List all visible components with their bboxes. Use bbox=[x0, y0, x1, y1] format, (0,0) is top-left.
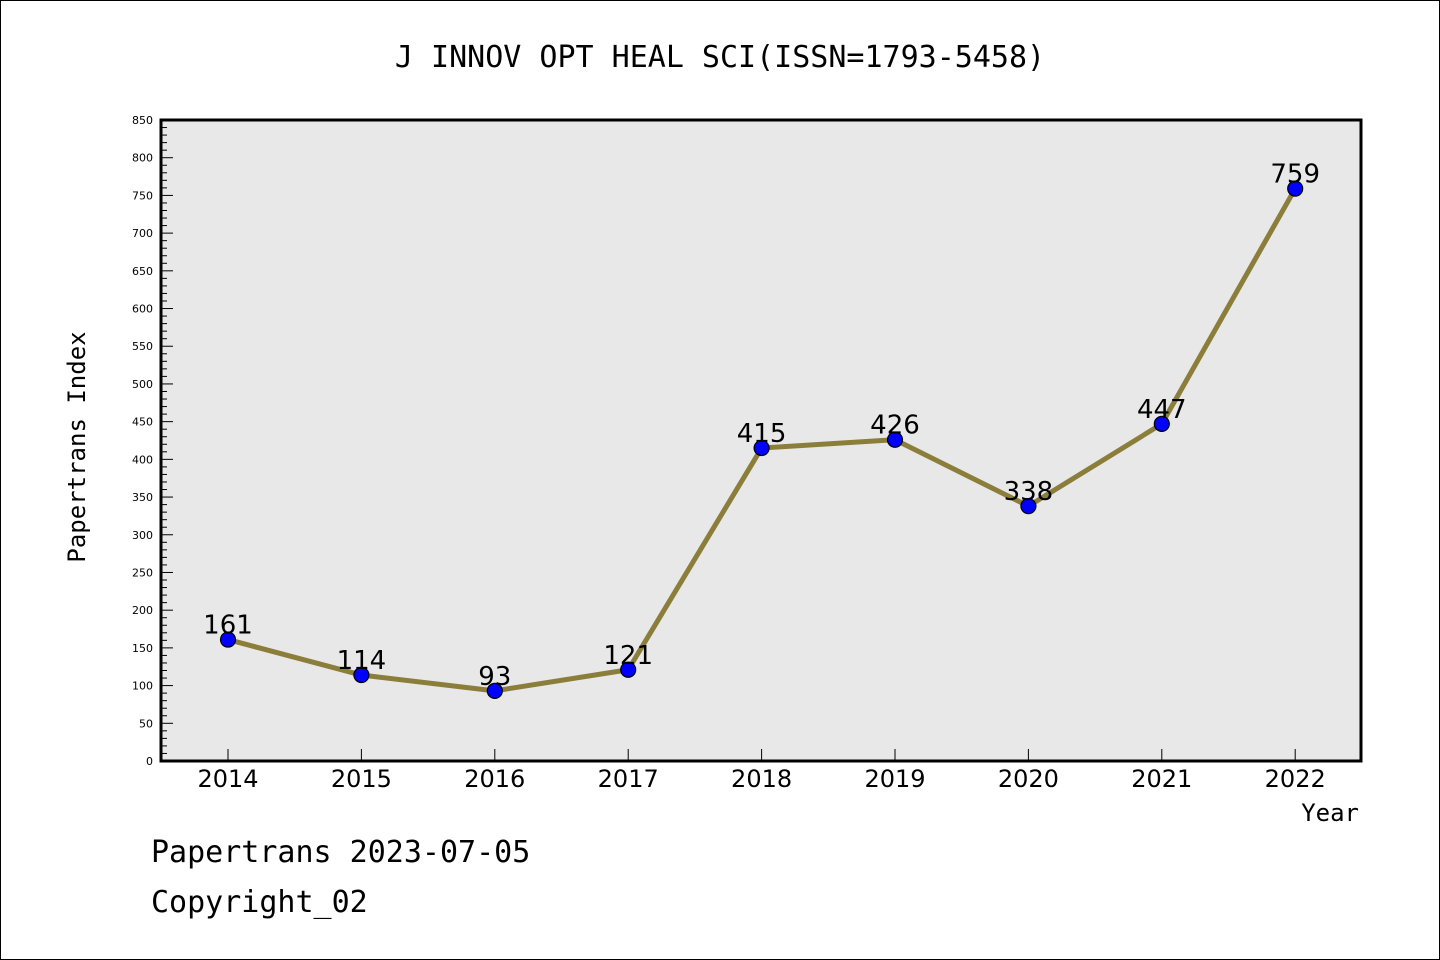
data-point bbox=[1287, 180, 1304, 197]
y-tick-label: 150 bbox=[132, 642, 153, 655]
data-label: 426 bbox=[870, 411, 920, 441]
y-tick-label: 550 bbox=[132, 340, 153, 353]
y-tick-label: 100 bbox=[132, 680, 153, 693]
x-tick-label: 2019 bbox=[864, 765, 925, 793]
footer-copyright: Copyright_02 bbox=[151, 885, 368, 920]
y-tick-label: 850 bbox=[132, 114, 153, 127]
y-tick-label: 750 bbox=[132, 189, 153, 202]
y-tick-label: 600 bbox=[132, 303, 153, 316]
x-tick-label: 2014 bbox=[197, 765, 258, 793]
data-label: 93 bbox=[478, 662, 511, 692]
x-axis-label: Year bbox=[1301, 799, 1359, 827]
series-group: 161 114 93 121 415 426 338 447 759 bbox=[203, 160, 1320, 699]
data-point bbox=[486, 682, 503, 699]
data-point bbox=[353, 666, 370, 684]
y-axis: 0 50 100 150 200 250 300 350 400 450 500 550 600 650 7… bbox=[132, 114, 173, 768]
y-tick-label: 250 bbox=[132, 566, 153, 579]
y-tick-label: 700 bbox=[132, 227, 153, 240]
y-tick-label: 200 bbox=[132, 604, 153, 617]
data-point bbox=[886, 431, 904, 448]
data-point bbox=[219, 631, 237, 648]
y-tick-label: 400 bbox=[132, 453, 153, 466]
data-point bbox=[1020, 498, 1037, 515]
y-tick-label: 450 bbox=[132, 416, 153, 429]
data-point bbox=[753, 439, 770, 457]
data-label: 161 bbox=[203, 611, 253, 641]
y-tick-label: 800 bbox=[132, 152, 153, 165]
y-axis-label: Papertrans Index bbox=[63, 331, 91, 562]
footer-date: Papertrans 2023-07-05 bbox=[151, 835, 531, 870]
x-tick-label: 2015 bbox=[331, 765, 392, 793]
y-tick-label: 0 bbox=[146, 755, 153, 768]
x-tick-label: 2021 bbox=[1131, 765, 1192, 793]
y-tick-label: 300 bbox=[132, 529, 153, 542]
x-axis: 2014 2015 2016 2017 2018 2019 2020 2021 2022 bbox=[197, 749, 1326, 793]
data-point bbox=[620, 661, 637, 678]
data-label: 759 bbox=[1270, 160, 1320, 190]
data-label: 447 bbox=[1137, 395, 1187, 425]
x-tick-label: 2017 bbox=[598, 765, 659, 793]
data-label: 415 bbox=[737, 419, 787, 449]
chart-title: J INNOV OPT HEAL SCI(ISSN=1793-5458) bbox=[395, 40, 1045, 75]
y-tick-label: 650 bbox=[132, 265, 153, 278]
y-tick-label: 50 bbox=[139, 717, 153, 730]
data-label: 114 bbox=[337, 646, 387, 676]
data-label: 121 bbox=[603, 641, 653, 671]
x-tick-label: 2020 bbox=[998, 765, 1059, 793]
data-point bbox=[1153, 415, 1170, 433]
x-tick-label: 2018 bbox=[731, 765, 792, 793]
y-tick-label: 350 bbox=[132, 491, 153, 504]
x-tick-label: 2022 bbox=[1265, 765, 1326, 793]
x-tick-label: 2016 bbox=[464, 765, 525, 793]
data-label: 338 bbox=[1004, 477, 1054, 507]
y-tick-label: 500 bbox=[132, 378, 153, 391]
